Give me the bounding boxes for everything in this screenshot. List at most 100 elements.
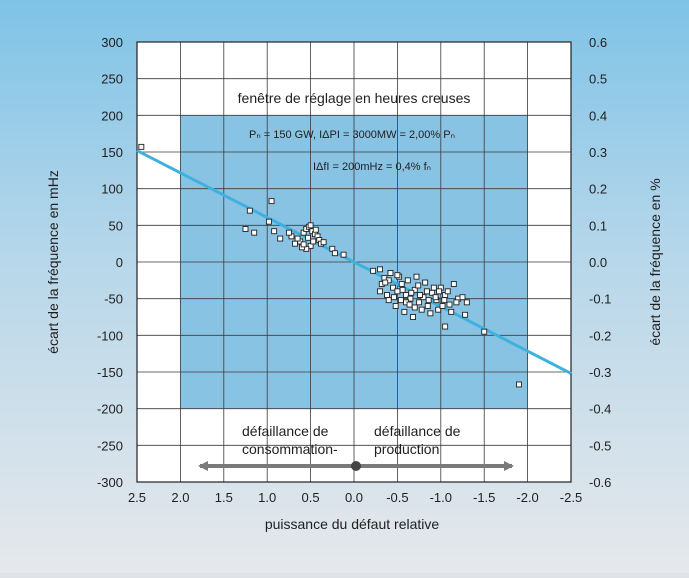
data-point	[422, 279, 429, 286]
data-point	[515, 381, 522, 388]
data-point	[401, 308, 408, 315]
data-point	[423, 288, 430, 295]
data-point	[277, 235, 284, 242]
y-right-tick-label: -0.6	[589, 475, 611, 490]
data-point	[481, 328, 488, 335]
y-tick-label: 300	[101, 35, 123, 50]
y-right-tick-label: 0.5	[589, 72, 607, 87]
data-point	[397, 297, 404, 304]
data-point	[439, 303, 446, 309]
data-point	[251, 229, 258, 236]
data-point	[377, 266, 383, 273]
data-point	[407, 295, 414, 302]
data-point	[390, 284, 397, 291]
x-tick-label: -1.5	[473, 490, 495, 505]
y-tick-label: 0	[116, 255, 123, 270]
data-point	[382, 279, 389, 286]
data-point	[436, 288, 443, 295]
data-point	[453, 299, 460, 306]
data-point	[138, 143, 145, 150]
data-point	[310, 238, 317, 245]
y-right-tick-label: 0.2	[589, 182, 607, 197]
window-title: fenêtre de réglage en heures creuses	[238, 90, 471, 106]
data-point	[340, 251, 347, 258]
data-point	[399, 286, 406, 293]
data-point	[271, 228, 278, 235]
data-point	[411, 304, 418, 311]
data-point	[410, 314, 416, 320]
data-point	[444, 288, 451, 295]
data-point	[242, 226, 249, 232]
data-point	[300, 241, 307, 248]
data-point	[394, 272, 401, 279]
x-tick-label: 2.5	[128, 490, 146, 505]
data-point	[425, 297, 432, 304]
x-tick-label: 1.5	[215, 490, 233, 505]
x-tick-label: -2.0	[516, 490, 538, 505]
data-point	[430, 284, 437, 291]
data-point	[294, 235, 301, 242]
data-point	[418, 306, 425, 313]
x-tick-label: -0.5	[386, 490, 408, 505]
x-tick-label: 2.0	[171, 490, 189, 505]
data-point	[413, 273, 420, 280]
data-point	[265, 218, 272, 225]
x-axis-label: puissance du défaut relative	[265, 516, 440, 532]
y-tick-label: 250	[101, 72, 123, 87]
x-tick-label: -1.0	[430, 490, 452, 505]
y-tick-label: -100	[97, 328, 123, 343]
data-point	[448, 308, 455, 315]
x-tick-label: 0.0	[345, 490, 363, 505]
y-right-tick-label: 0.3	[589, 145, 607, 160]
data-point	[406, 301, 413, 308]
data-point	[392, 303, 399, 309]
data-point	[384, 292, 390, 298]
y-tick-label: -200	[97, 402, 123, 417]
y-tick-label: 150	[101, 145, 123, 160]
y-right-tick-label: -0.1	[589, 292, 611, 307]
y-right-tick-label: 0.1	[589, 218, 607, 233]
y-tick-label: -250	[97, 438, 123, 453]
y-right-tick-label: 0.6	[589, 35, 607, 50]
y-right-tick-label: -0.5	[589, 438, 611, 453]
data-point	[307, 222, 314, 229]
y-tick-label: -50	[104, 292, 123, 307]
data-point	[417, 292, 423, 298]
data-point	[305, 234, 311, 241]
data-point	[415, 282, 422, 289]
data-point	[404, 277, 411, 284]
arrow-origin-dot	[351, 461, 361, 471]
data-point	[246, 207, 253, 214]
y-tick-label: -300	[97, 475, 123, 490]
data-point	[427, 310, 434, 317]
data-point	[446, 301, 453, 308]
arrow-right-label-line1: défaillance de	[374, 423, 461, 439]
arrow-left-label-line2: consommation-	[242, 441, 338, 457]
data-point	[398, 281, 405, 287]
data-point	[370, 267, 377, 274]
y-right-tick-label: -0.2	[589, 328, 611, 343]
y-tick-label: 50	[109, 218, 123, 233]
y-right-tick-label: 0.4	[589, 108, 607, 123]
arrow-right-label-line2: production	[374, 441, 439, 457]
data-point	[377, 288, 383, 295]
data-point	[320, 239, 327, 246]
data-point	[390, 294, 397, 301]
data-point	[450, 281, 457, 287]
y-axis-label-right: écart de la fréquence en %	[647, 178, 663, 345]
y-right-tick-label: -0.4	[589, 402, 611, 417]
data-point	[268, 198, 275, 205]
data-points	[138, 143, 522, 388]
data-point	[416, 299, 423, 306]
data-point	[462, 311, 469, 318]
regression-line	[136, 149, 572, 375]
y-right-tick-label: -0.3	[589, 365, 611, 380]
y-tick-label: 100	[101, 182, 123, 197]
axis-ticks: 2.5 2.0 1.5 1.0 0.5 0.0 -0.5 -1.0 -1.5 -2.0 -2.5 30…	[97, 35, 611, 505]
data-point	[435, 306, 442, 313]
x-tick-label: 1.0	[258, 490, 276, 505]
data-point	[424, 303, 431, 309]
data-point	[385, 297, 392, 304]
